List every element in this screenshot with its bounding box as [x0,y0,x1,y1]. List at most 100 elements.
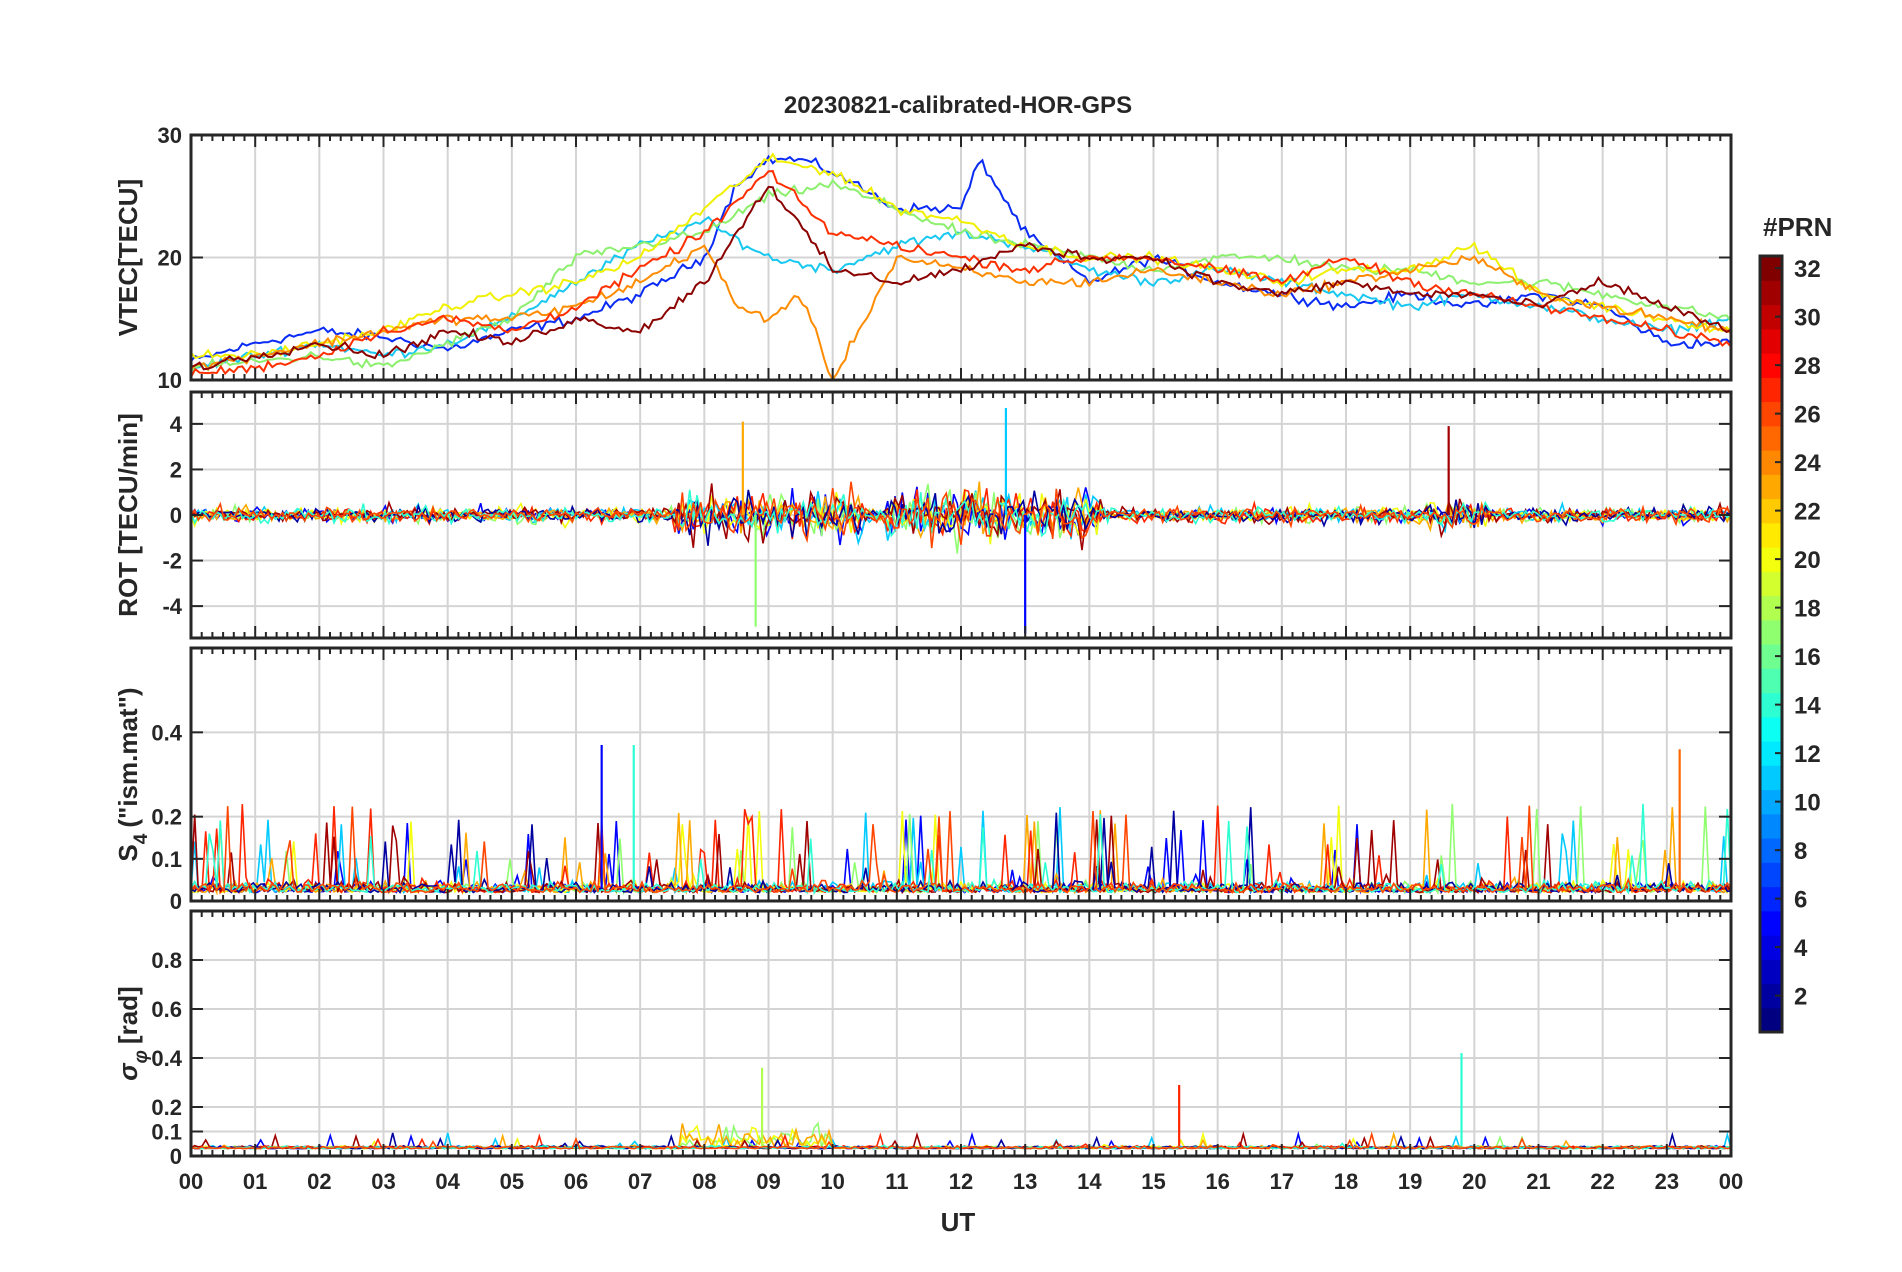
x-tick-label: 21 [1526,1169,1550,1194]
colorbar-tick-label: 12 [1794,741,1821,768]
colorbar-segment-prn-16 [1760,644,1782,669]
x-tick-label: 16 [1205,1169,1229,1194]
colorbar-segment-prn-21 [1760,522,1782,548]
x-tick-label: 01 [243,1169,267,1194]
colorbar-tick-label: 6 [1794,887,1807,914]
colorbar-segment-prn-27 [1760,377,1782,403]
colorbar-tick-label: 26 [1794,402,1821,429]
x-ticks [190,135,1732,380]
colorbar-tick-label: 18 [1794,596,1821,623]
data-layer [191,152,1731,380]
y-tick-label: 0.1 [151,847,182,872]
y-axis-label: σφ [rad] [113,986,152,1080]
y-tick-label: 0.1 [151,1120,182,1145]
x-tick-label: 13 [1013,1169,1037,1194]
y-axis-label: VTEC[TECU] [113,179,143,336]
colorbar-segment-prn-28 [1760,353,1782,378]
x-tick-label: 12 [949,1169,973,1194]
y-axis-label-main: S [113,844,143,861]
colorbar-tick-label: 2 [1794,984,1807,1011]
colorbar-segment-prn-2 [1760,983,1782,1009]
colorbar-segment-prn-13 [1760,716,1782,742]
x-tick-label: 08 [692,1169,716,1194]
y-tick-label: 0.2 [151,1095,182,1120]
colorbar-tick-label: 8 [1794,838,1807,865]
colorbar-tick-label: 4 [1794,935,1808,962]
x-tick-label: 23 [1655,1169,1679,1194]
y-tick-label: 30 [158,123,182,148]
x-tick-label: 02 [307,1169,331,1194]
x-tick-label: 11 [885,1169,908,1194]
x-tick-label: 03 [371,1169,395,1194]
x-tick-label: 22 [1590,1169,1614,1194]
x-tick-label: 10 [820,1169,844,1194]
x-tick-label: 05 [500,1169,524,1194]
x-tick-label: 00 [1719,1169,1743,1194]
colorbar-tick-label: 14 [1794,693,1821,720]
colorbar-tick-label: 28 [1794,353,1821,380]
x-tick-label: 15 [1141,1169,1165,1194]
colorbar-segment-prn-6 [1760,886,1782,912]
series-line-prn-31 [191,185,1731,371]
colorbar-tick-label: 16 [1794,644,1821,671]
colorbar-tick-label: 32 [1794,256,1821,283]
panel-vtec: 10 20 30 VTEC[TECU] [113,123,1733,393]
colorbar-segment-prn-15 [1760,668,1782,694]
y-axis-label-rest: [rad] [113,986,143,1044]
x-tick-label: 06 [564,1169,588,1194]
y-axis-label-sub: φ [131,1050,152,1063]
colorbar-segment-prn-32 [1760,256,1782,281]
y-tick-label: 2 [170,457,182,482]
colorbar-segment-prn-11 [1760,765,1782,791]
series-line-prn-26 [191,481,1731,549]
y-axis-label: ROT [TECU/min] [113,413,143,617]
y-tick-label: 4 [170,412,183,437]
colorbar-segment-prn-12 [1760,741,1782,766]
panel-s4: 0 0.1 0.2 0.4 S4 ("ism.mat") [113,646,1733,914]
colorbar-segment-prn-9 [1760,813,1782,839]
x-tick-label: 09 [756,1169,780,1194]
colorbar-label: #PRN [1763,212,1832,242]
y-tick-label: 0.6 [151,997,182,1022]
colorbar-segment-prn-1 [1760,1007,1782,1033]
x-ticks [190,911,1732,1156]
colorbar-segment-prn-29 [1760,328,1782,354]
colorbar-segment-prn-4 [1760,935,1782,960]
colorbar-segment-prn-14 [1760,692,1782,718]
y-tick-label: 0.4 [151,720,182,745]
x-tick-label: 04 [435,1169,460,1194]
y-axis-label-rest: ("ism.mat") [113,687,143,827]
x-tick-label: 19 [1398,1169,1422,1194]
x-ticks [190,648,1732,901]
y-tick-label: 0.2 [151,805,182,830]
colorbar-tick-label: 30 [1794,305,1821,332]
y-tick-label: 0 [170,503,182,528]
y-axis-label: S4 ("ism.mat") [113,687,152,861]
y-tick-label: 0 [170,889,182,914]
series-line-prn-23 [191,244,1731,380]
colorbar-segment-prn-18 [1760,595,1782,621]
chart-title: 20230821-calibrated-HOR-GPS [784,92,1132,119]
series-line-prn-17 [191,178,1731,373]
x-tick-label: 14 [1077,1169,1102,1194]
y-tick-label: -2 [162,549,182,574]
colorbar-tick-label: 24 [1794,450,1821,477]
colorbar-segment-prn-7 [1760,862,1782,888]
x-tick-label: 00 [179,1169,203,1194]
x-ticks [190,392,1732,638]
colorbar-segment-prn-22 [1760,498,1782,524]
y-tick-label: -4 [162,594,182,619]
colorbar-segment-prn-10 [1760,789,1782,815]
y-axis-label-main: σ [113,1062,143,1081]
colorbar-segment-prn-26 [1760,401,1782,427]
colorbar-segment-prn-17 [1760,619,1782,645]
colorbar-segment-prn-5 [1760,910,1782,936]
y-axis-label-sub: 4 [131,833,152,844]
y-tick-label: 0.8 [151,948,182,973]
x-axis-label: UT [941,1207,976,1237]
panel-rot: -4 -2 0 2 4 ROT [TECU/min] [113,390,1733,640]
y-tick-label: 0 [170,1144,182,1169]
